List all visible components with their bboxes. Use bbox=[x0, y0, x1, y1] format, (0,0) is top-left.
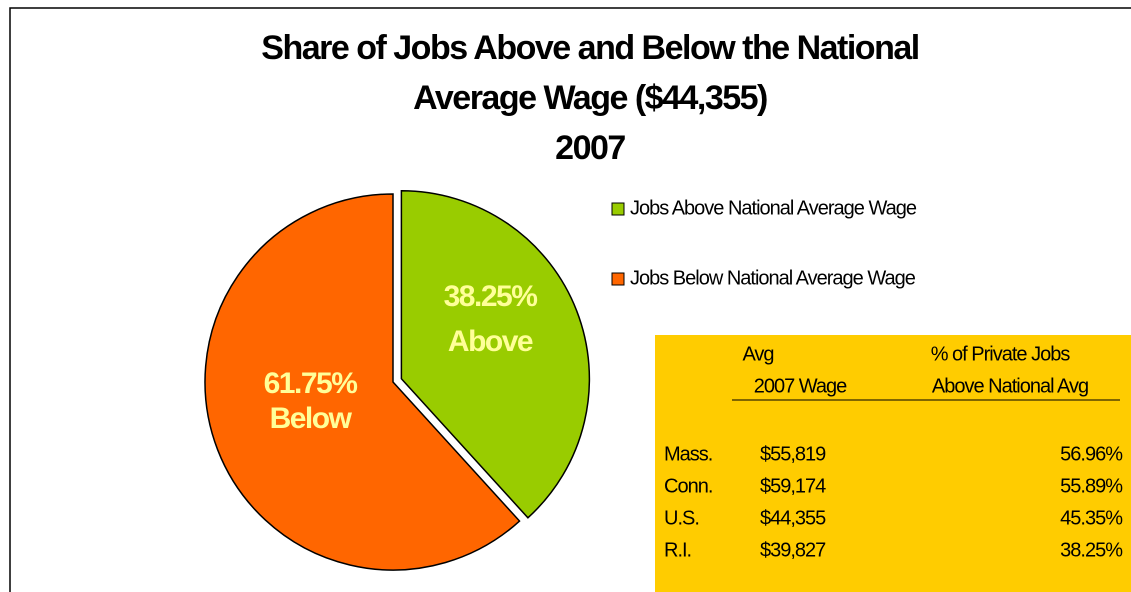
table-header: Avg bbox=[742, 343, 773, 365]
pie-slice bbox=[204, 193, 521, 571]
table-cell: Mass. bbox=[664, 443, 712, 465]
slice-value-label: 61.75% bbox=[264, 367, 358, 400]
table-cell: 55.89% bbox=[1060, 475, 1123, 497]
pie-slice bbox=[400, 190, 591, 519]
legend-swatch bbox=[611, 202, 625, 216]
slice-value-label: 38.25% bbox=[444, 280, 538, 313]
table-cell: R.I. bbox=[664, 539, 691, 561]
table-cell: 56.96% bbox=[1060, 443, 1123, 465]
table-cell: $39,827 bbox=[760, 539, 826, 561]
chart-title: 2007 bbox=[555, 129, 625, 167]
table-cell: 38.25% bbox=[1060, 539, 1123, 561]
legend-label: Jobs Above National Average Wage bbox=[630, 197, 917, 219]
table-cell: Conn. bbox=[664, 475, 712, 497]
table-cell: $44,355 bbox=[760, 507, 826, 529]
table-cell: $55,819 bbox=[760, 443, 826, 465]
slice-label: Below bbox=[270, 402, 353, 435]
chart-title: Average Wage ($44,355) bbox=[413, 79, 767, 117]
slice-label: Above bbox=[448, 325, 533, 358]
table-cell: 45.35% bbox=[1060, 507, 1123, 529]
table-header: % of Private Jobs bbox=[931, 343, 1071, 365]
table-header: Above National Avg bbox=[932, 375, 1088, 397]
chart-title: Share of Jobs Above and Below the Nation… bbox=[261, 29, 918, 67]
table-header: 2007 Wage bbox=[754, 375, 847, 397]
table-box bbox=[655, 335, 1131, 592]
table-cell: U.S. bbox=[664, 507, 699, 529]
legend-label: Jobs Below National Average Wage bbox=[630, 267, 916, 289]
table-cell: $59,174 bbox=[760, 475, 826, 497]
legend-swatch bbox=[611, 272, 625, 286]
